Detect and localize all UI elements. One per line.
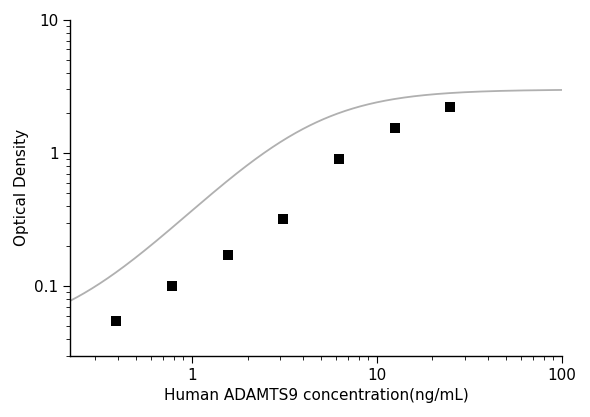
Point (223, 252, 232, 259)
Point (278, 216, 288, 222)
X-axis label: Human ADAMTS9 concentration(ng/mL): Human ADAMTS9 concentration(ng/mL) (163, 388, 468, 403)
Y-axis label: Optical Density: Optical Density (14, 129, 29, 246)
Point (445, 104, 455, 111)
Point (112, 317, 121, 324)
Point (390, 124, 399, 131)
Point (168, 283, 177, 289)
Point (335, 156, 344, 163)
